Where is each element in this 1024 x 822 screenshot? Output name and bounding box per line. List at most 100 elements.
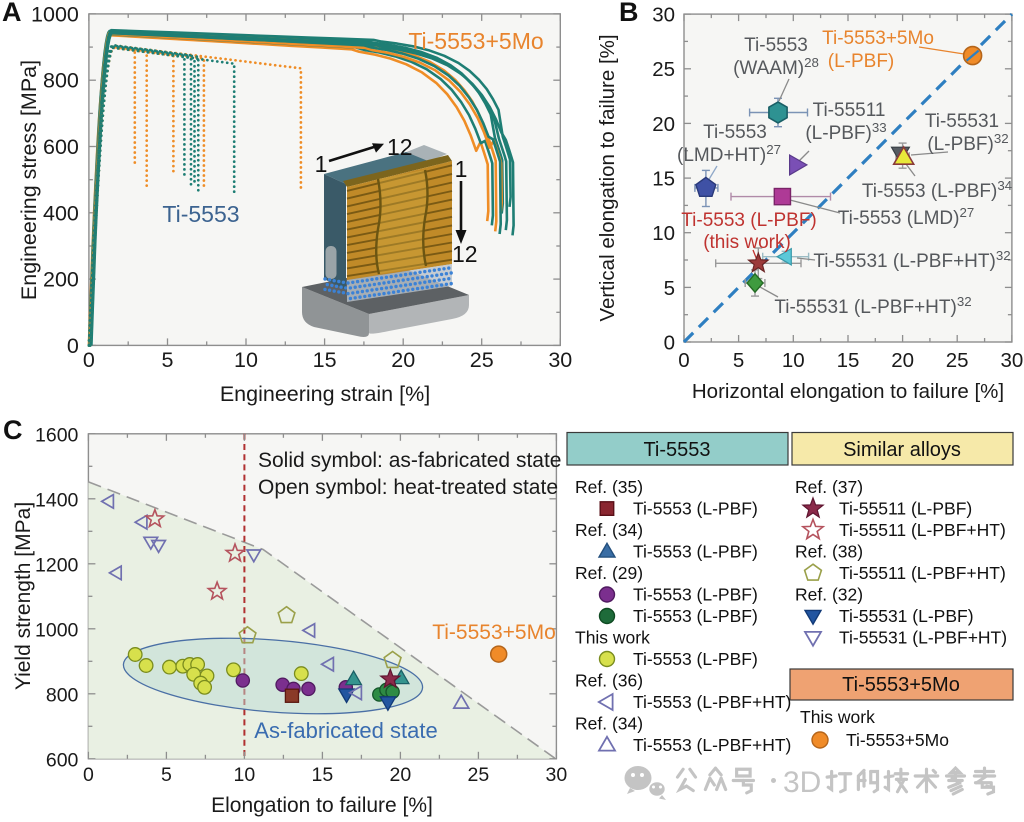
svg-text:C: C [3, 415, 23, 445]
svg-text:Ti-5553 (L-PBF): Ti-5553 (L-PBF) [633, 585, 758, 605]
svg-text:Ti-55531 (L-PBF): Ti-55531 (L-PBF) [839, 606, 974, 626]
svg-text:This work: This work [575, 628, 650, 648]
svg-text:Ti-5553 (L-PBF)34: Ti-5553 (L-PBF)34 [862, 178, 1012, 203]
svg-text:B: B [619, 0, 639, 27]
svg-text:Ti-5553+5Mo: Ti-5553+5Mo [408, 28, 543, 54]
svg-text:Ref. (29): Ref. (29) [575, 563, 643, 583]
svg-text:0: 0 [664, 332, 675, 355]
svg-text:1600: 1600 [35, 424, 79, 446]
svg-text:Ti-5553 (L-PBF): Ti-5553 (L-PBF) [681, 210, 817, 231]
svg-text:Ti-55511 (L-PBF): Ti-55511 (L-PBF) [839, 499, 972, 519]
svg-text:25: 25 [470, 348, 494, 372]
svg-text:Ti-5553 (L-PBF+HT): Ti-5553 (L-PBF+HT) [633, 692, 791, 712]
svg-text:20: 20 [891, 349, 914, 372]
svg-text:(LMD+HT)27: (LMD+HT)27 [677, 142, 781, 167]
svg-text:Ti-5553: Ti-5553 [643, 439, 710, 461]
svg-text:0: 0 [678, 349, 689, 372]
svg-text:As-fabricated state: As-fabricated state [254, 718, 437, 743]
svg-text:Ref. (38): Ref. (38) [795, 542, 863, 562]
svg-text:Ti-5553 (L-PBF): Ti-5553 (L-PBF) [633, 606, 758, 626]
svg-text:Solid symbol: as-fabricated st: Solid symbol: as-fabricated state [258, 449, 561, 472]
svg-text:15: 15 [837, 349, 860, 372]
svg-text:1400: 1400 [35, 489, 79, 511]
svg-text:Ref. (34): Ref. (34) [575, 520, 643, 540]
svg-text:10: 10 [234, 764, 256, 786]
svg-text:Ti-55531 (L-PBF+HT)32: Ti-55531 (L-PBF+HT)32 [774, 294, 971, 319]
svg-text:Ti-5553+5Mo: Ti-5553+5Mo [822, 28, 934, 49]
svg-text:5: 5 [664, 277, 675, 300]
svg-text:25: 25 [652, 58, 675, 81]
svg-text:Ti-5553 (L-PBF): Ti-5553 (L-PBF) [633, 542, 758, 562]
svg-text:30: 30 [652, 4, 675, 27]
svg-text:0: 0 [67, 334, 79, 358]
svg-text:25: 25 [468, 764, 490, 786]
svg-text:Ti-55511: Ti-55511 [813, 100, 886, 121]
svg-text:800: 800 [46, 684, 79, 706]
svg-text:12: 12 [452, 241, 478, 267]
svg-text:1000: 1000 [35, 619, 79, 641]
svg-text:Elongation to failure [%]: Elongation to failure [%] [211, 794, 433, 817]
svg-text:Ti-5553+5Mo: Ti-5553+5Mo [846, 730, 949, 750]
svg-text:15: 15 [313, 348, 337, 372]
svg-text:30: 30 [548, 348, 572, 372]
svg-text:Open symbol: heat-treated stat: Open symbol: heat-treated state [258, 476, 558, 499]
svg-text:Ref. (35): Ref. (35) [575, 477, 643, 497]
svg-text:Vertical elongation to failure: Vertical elongation to failure [%] [596, 34, 619, 321]
svg-text:Ref. (34): Ref. (34) [575, 714, 643, 734]
svg-text:Ti-5553 (L-PBF+HT): Ti-5553 (L-PBF+HT) [633, 735, 791, 755]
svg-text:Engineering strain [%]: Engineering strain [%] [220, 382, 430, 406]
svg-text:10: 10 [782, 349, 805, 372]
svg-text:Ref. (37): Ref. (37) [795, 477, 863, 497]
svg-text:0: 0 [83, 764, 94, 786]
svg-text:This work: This work [800, 707, 875, 727]
svg-text:Horizontal elongation to failu: Horizontal elongation to failure [%] [692, 380, 1004, 403]
svg-text:1200: 1200 [35, 554, 79, 576]
svg-text:10: 10 [652, 222, 675, 245]
svg-text:12: 12 [387, 134, 413, 160]
svg-text:25: 25 [946, 349, 969, 372]
svg-text:Ti-5553 (L-PBF): Ti-5553 (L-PBF) [633, 499, 758, 519]
svg-text:Ti-5553+5Mo: Ti-5553+5Mo [432, 621, 556, 644]
svg-text:30: 30 [546, 764, 568, 786]
svg-text:400: 400 [43, 201, 79, 225]
svg-text:Similar alloys: Similar alloys [843, 439, 961, 461]
svg-text:15: 15 [652, 168, 675, 191]
svg-text:Ti-5553 (L-PBF): Ti-5553 (L-PBF) [633, 649, 758, 669]
svg-text:Ref. (36): Ref. (36) [575, 671, 643, 691]
svg-text:5: 5 [161, 764, 172, 786]
svg-text:600: 600 [43, 135, 79, 159]
svg-text:800: 800 [43, 69, 79, 93]
svg-text:3D: 3D [783, 766, 821, 799]
svg-text:30: 30 [1000, 349, 1023, 372]
svg-text:1: 1 [455, 156, 468, 182]
svg-text:A: A [2, 0, 22, 27]
svg-text:(L-PBF): (L-PBF) [828, 51, 895, 72]
svg-text:Ti-55531 (L-PBF+HT)32: Ti-55531 (L-PBF+HT)32 [813, 248, 1010, 273]
svg-text:Yield strength [MPa]: Yield strength [MPa] [12, 502, 35, 690]
svg-text:Ti-5553: Ti-5553 [162, 201, 239, 227]
svg-text:Ti-5553: Ti-5553 [703, 122, 767, 143]
svg-text:Ti-55531: Ti-55531 [925, 111, 999, 132]
svg-text:Ti-55511 (L-PBF+HT): Ti-55511 (L-PBF+HT) [839, 563, 1006, 583]
svg-text:5: 5 [733, 349, 744, 372]
svg-text:Ti-5553: Ti-5553 [744, 35, 808, 56]
svg-text:600: 600 [46, 749, 79, 771]
svg-text:0: 0 [83, 348, 95, 372]
svg-text:1: 1 [315, 151, 328, 177]
svg-text:20: 20 [391, 348, 415, 372]
svg-text:20: 20 [652, 113, 675, 136]
svg-text:200: 200 [43, 268, 79, 292]
svg-text:15: 15 [312, 764, 334, 786]
svg-text:Ti-55511 (L-PBF+HT): Ti-55511 (L-PBF+HT) [839, 520, 1006, 540]
svg-text:Engineering stress [MPa]: Engineering stress [MPa] [17, 60, 41, 300]
svg-text:1000: 1000 [31, 2, 79, 26]
svg-text:Ti-5553 (LMD)27: Ti-5553 (LMD)27 [838, 205, 975, 230]
svg-text:(this work): (this work) [703, 232, 791, 253]
svg-text:Ti-55531 (L-PBF+HT): Ti-55531 (L-PBF+HT) [839, 628, 1007, 648]
svg-text:20: 20 [390, 764, 412, 786]
svg-text:Ref. (32): Ref. (32) [795, 585, 863, 605]
svg-text:(WAAM)28: (WAAM)28 [733, 55, 819, 80]
svg-text:Ti-5553+5Mo: Ti-5553+5Mo [842, 674, 960, 696]
svg-text:10: 10 [234, 348, 258, 372]
svg-text:5: 5 [162, 348, 174, 372]
